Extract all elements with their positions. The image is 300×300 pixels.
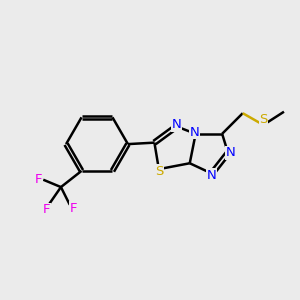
Text: F: F [35, 173, 43, 186]
Text: N: N [189, 126, 199, 139]
Text: F: F [70, 202, 77, 215]
Text: S: S [154, 165, 163, 178]
Text: F: F [43, 203, 50, 216]
Text: N: N [207, 169, 217, 182]
Text: S: S [259, 113, 268, 126]
Text: N: N [172, 118, 182, 131]
Text: N: N [226, 146, 235, 159]
